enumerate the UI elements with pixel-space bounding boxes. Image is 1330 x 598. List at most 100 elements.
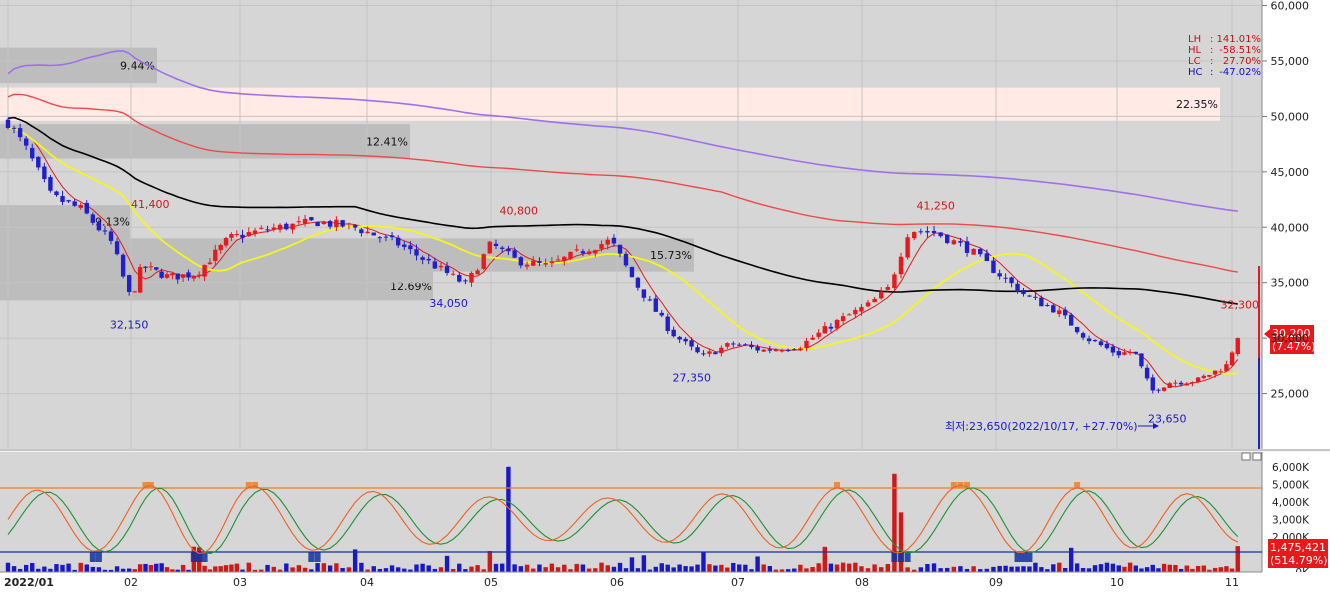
price-tick-label: 50,000 — [1271, 110, 1310, 123]
volume-bar-down — [671, 567, 676, 572]
candle-up — [1212, 370, 1218, 375]
candle-up — [707, 351, 712, 354]
candle-down — [154, 267, 159, 270]
time-tick-label: 09 — [989, 576, 1003, 589]
volume-bar-down — [23, 564, 29, 572]
volume-bar-up — [1201, 565, 1206, 572]
candle-down — [1139, 353, 1144, 367]
lowest-note-arrowhead — [1153, 423, 1159, 429]
volume-bar-down — [1092, 565, 1098, 572]
volume-bar-down — [1015, 566, 1020, 572]
volume-bar-up — [1161, 563, 1167, 572]
price-extreme-label: 27,350 — [673, 372, 712, 385]
candle-down — [984, 253, 990, 262]
candle-down — [463, 280, 468, 282]
volume-bar-down — [978, 569, 983, 572]
volume-bar-down — [84, 564, 89, 572]
candle-down — [938, 232, 943, 237]
candle-down — [159, 271, 164, 278]
volume-bar-up — [810, 567, 815, 572]
osc-oversold-fill — [891, 552, 898, 562]
volume-bar-up — [469, 566, 474, 572]
price-extreme-label: 41,250 — [916, 199, 955, 212]
volume-bar-up — [1173, 564, 1178, 572]
volume-bar-down — [315, 563, 320, 572]
volume-bar-down — [408, 569, 413, 572]
candle-down — [284, 223, 289, 230]
candle-up — [234, 234, 239, 236]
candle-up — [898, 256, 904, 275]
price-tick-label: 45,000 — [1271, 166, 1310, 179]
candle-down — [42, 166, 47, 180]
stat-hc-label: HC — [1188, 67, 1203, 78]
candle-up — [524, 264, 530, 267]
candle-down — [731, 343, 736, 345]
candle-down — [1021, 290, 1026, 295]
candle-up — [859, 307, 864, 312]
candle-down — [377, 237, 383, 239]
price-extreme-label: 41,400 — [131, 198, 170, 211]
candle-down — [11, 127, 17, 129]
volume-bar-up — [892, 473, 897, 572]
candle-down — [677, 336, 682, 340]
candle-down — [457, 274, 462, 282]
volume-bar-down — [991, 566, 996, 572]
candle-up — [1057, 310, 1062, 315]
osc-overbought-fill — [1074, 482, 1081, 488]
candle-down — [785, 350, 791, 352]
candle-up — [840, 316, 846, 322]
osc-overbought-fill — [142, 482, 149, 488]
volume-bar-up — [1122, 566, 1127, 572]
stat-lc-value: 27.70% — [1223, 56, 1261, 67]
candle-up — [865, 302, 871, 307]
volume-bar-down — [284, 563, 289, 572]
candle-down — [48, 177, 53, 191]
candle-down — [1098, 341, 1104, 346]
osc-oversold-fill — [308, 552, 315, 562]
candle-down — [964, 241, 970, 253]
volume-bar-down — [420, 563, 425, 572]
stat-hc-value: -47.02% — [1219, 67, 1261, 78]
candle-up — [1127, 352, 1133, 354]
zone-band — [0, 87, 1220, 121]
volume-tick-label: 6,000K — [1272, 462, 1310, 474]
time-axis-labels: 2022/01 02 03 04 05 06 07 08 09 10 11 — [4, 576, 1239, 589]
candle-up — [1218, 371, 1223, 373]
volume-bar-up — [1218, 567, 1223, 572]
panel-minimize-button[interactable] — [1241, 452, 1251, 461]
candle-down — [701, 353, 706, 355]
volume-bar-up — [223, 565, 229, 572]
volume-bar-down — [463, 569, 468, 572]
volume-bar-down — [96, 567, 102, 572]
volume-bar-up — [549, 563, 555, 572]
time-tick-label: 10 — [1110, 576, 1124, 589]
volume-bar-down — [500, 563, 505, 572]
volume-bar-up — [170, 569, 175, 572]
candle-down — [395, 237, 401, 246]
stat-hc-sep: : — [1210, 67, 1213, 78]
candle-down — [518, 257, 524, 266]
candle-up — [78, 204, 83, 208]
price-panel[interactable] — [0, 0, 1262, 449]
candle-up — [804, 340, 809, 349]
panel-close-button[interactable] — [1252, 452, 1262, 461]
volume-bar-down — [641, 555, 647, 572]
candle-down — [432, 261, 438, 269]
candle-down — [659, 312, 664, 316]
volume-bar-down — [457, 563, 462, 572]
candle-up — [810, 337, 815, 340]
stats-box: LH : 141.01% HL : -58.51% LC : 27.70% HC… — [1188, 34, 1261, 78]
osc-overbought-fill — [834, 482, 841, 488]
zone-band — [0, 124, 410, 159]
volume-bar-down — [5, 562, 11, 572]
candle-down — [143, 266, 148, 268]
volume-bar-up — [296, 565, 302, 572]
volume-bar-down — [175, 569, 180, 572]
candle-down — [309, 217, 314, 221]
volume-bar-up — [840, 562, 846, 572]
time-tick-label: 03 — [233, 576, 247, 589]
volume-bar-down — [72, 569, 77, 572]
volume-bar-down — [114, 566, 120, 572]
time-tick-label: 05 — [484, 576, 498, 589]
candle-up — [725, 343, 730, 347]
